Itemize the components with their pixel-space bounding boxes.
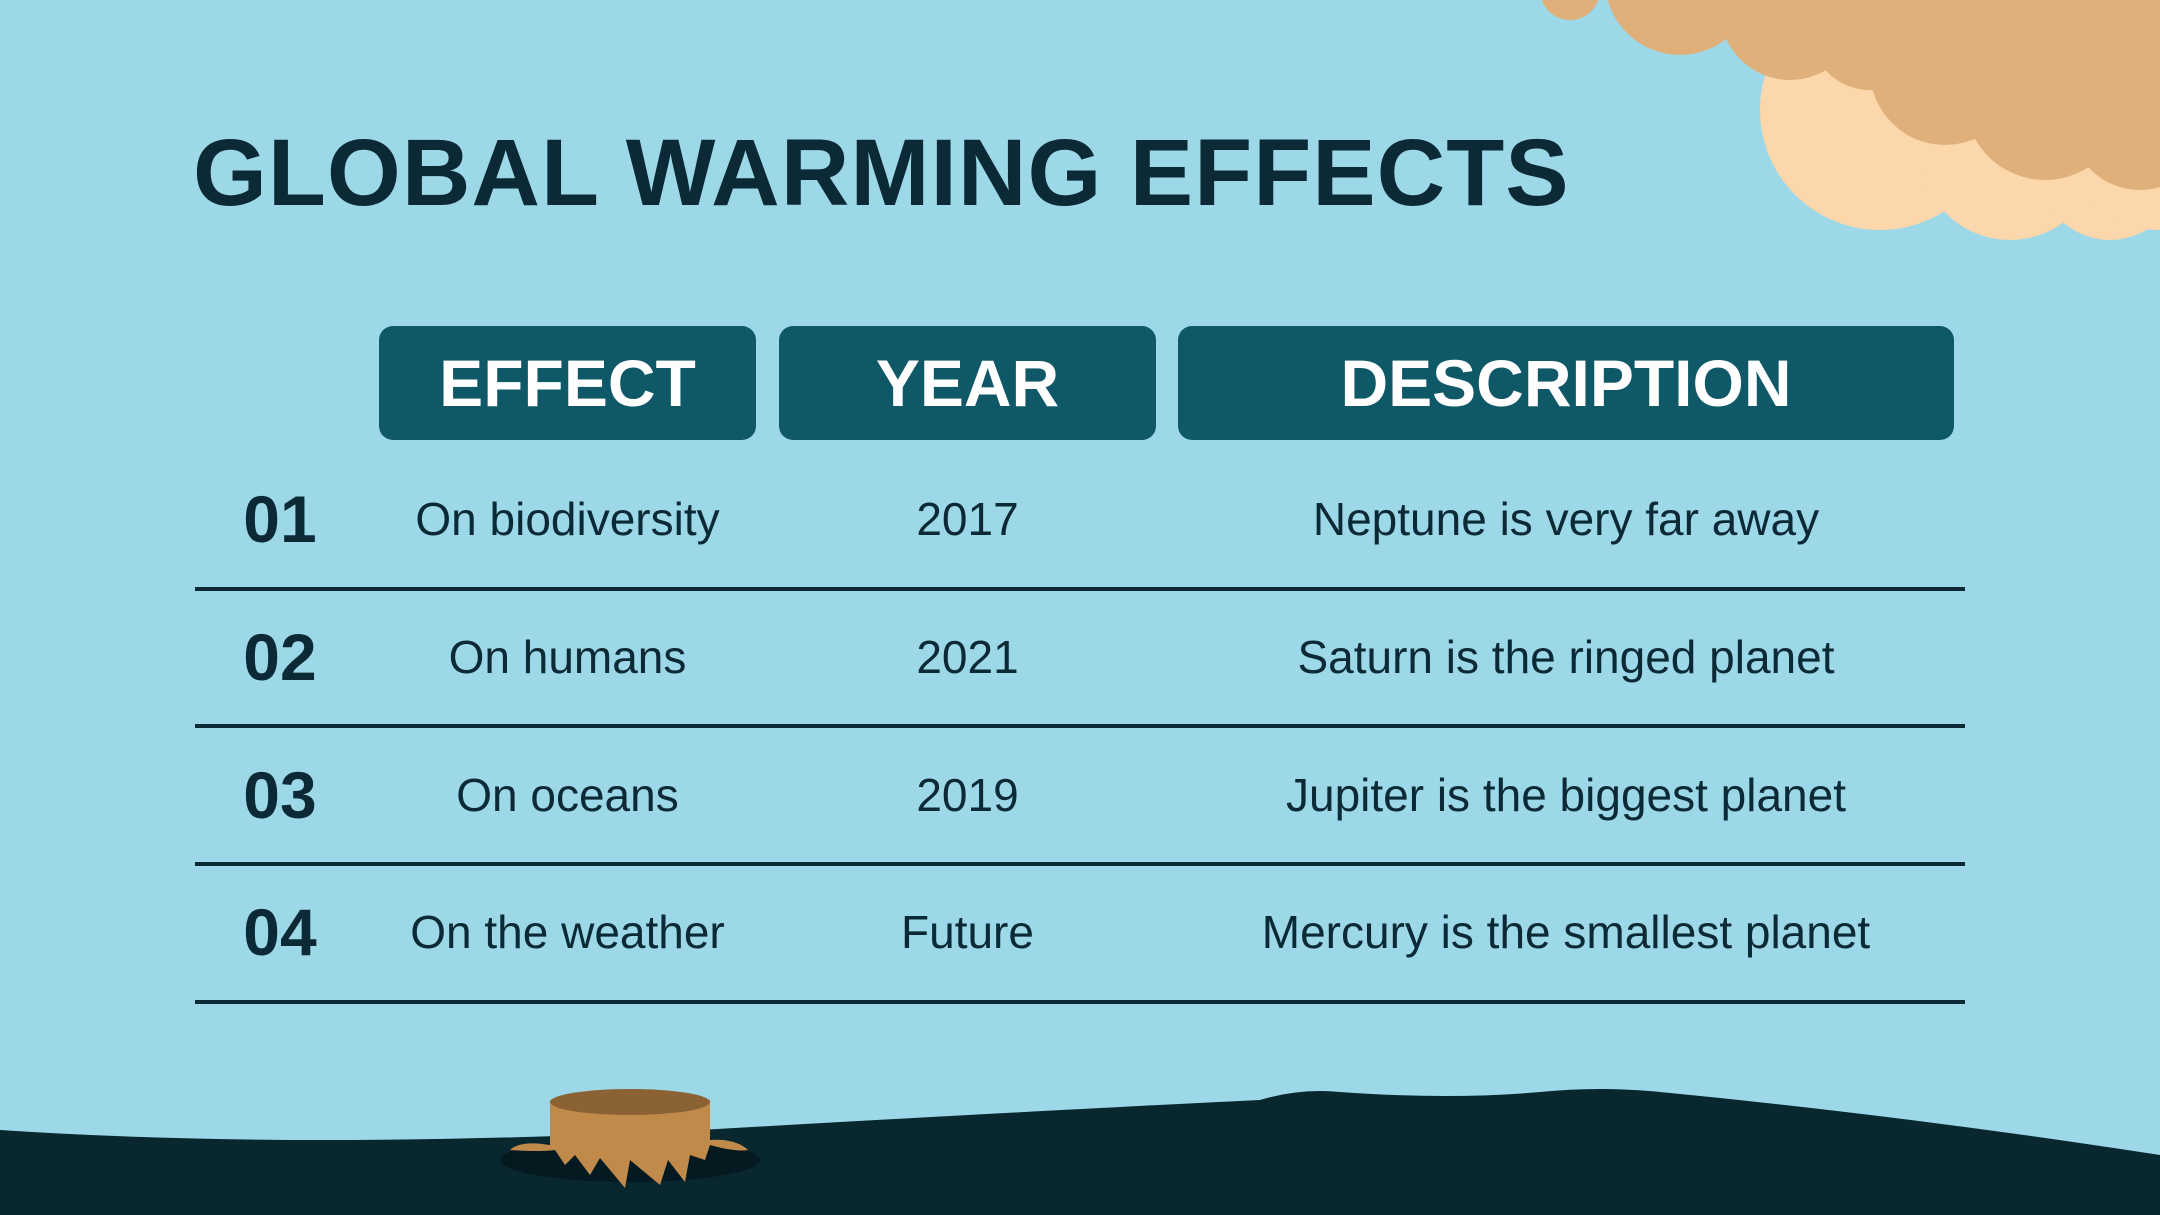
row-divider xyxy=(195,587,1965,591)
column-header-effect: EFFECT xyxy=(379,326,756,440)
effect-cell: On oceans xyxy=(456,769,679,821)
year-cell: 2017 xyxy=(916,493,1019,545)
column-header-year: YEAR xyxy=(779,326,1156,440)
row-number: 02 xyxy=(243,620,317,694)
page-title: GLOBAL WARMING EFFECTS xyxy=(193,120,1570,226)
table-row: 02 On humans 2021 Saturn is the ringed p… xyxy=(195,588,1965,726)
effect-cell: On humans xyxy=(448,631,687,683)
effect-cell: On biodiversity xyxy=(415,493,720,545)
row-number: 04 xyxy=(243,895,317,969)
column-header-description: DESCRIPTION xyxy=(1178,326,1954,440)
effect-cell: On the weather xyxy=(410,906,725,958)
year-cell: 2021 xyxy=(916,631,1019,683)
description-cell: Saturn is the ringed planet xyxy=(1297,631,1835,683)
row-divider xyxy=(195,862,1965,866)
year-cell: 2019 xyxy=(916,769,1019,821)
table-row: 01 On biodiversity 2017 Neptune is very … xyxy=(195,450,1965,588)
row-number: 03 xyxy=(243,758,317,832)
table-row: 04 On the weather Future Mercury is the … xyxy=(195,863,1965,1001)
year-cell: Future xyxy=(901,906,1034,958)
row-number: 01 xyxy=(243,482,317,556)
table-row: 03 On oceans 2019 Jupiter is the biggest… xyxy=(195,726,1965,864)
tree-stump-icon xyxy=(500,1089,760,1188)
row-divider xyxy=(195,1000,1965,1004)
row-divider xyxy=(195,724,1965,728)
description-cell: Neptune is very far away xyxy=(1312,493,1820,545)
description-cell: Mercury is the smallest planet xyxy=(1261,906,1871,958)
ground-hill xyxy=(0,1089,2160,1215)
description-cell: Jupiter is the biggest planet xyxy=(1285,769,1847,821)
